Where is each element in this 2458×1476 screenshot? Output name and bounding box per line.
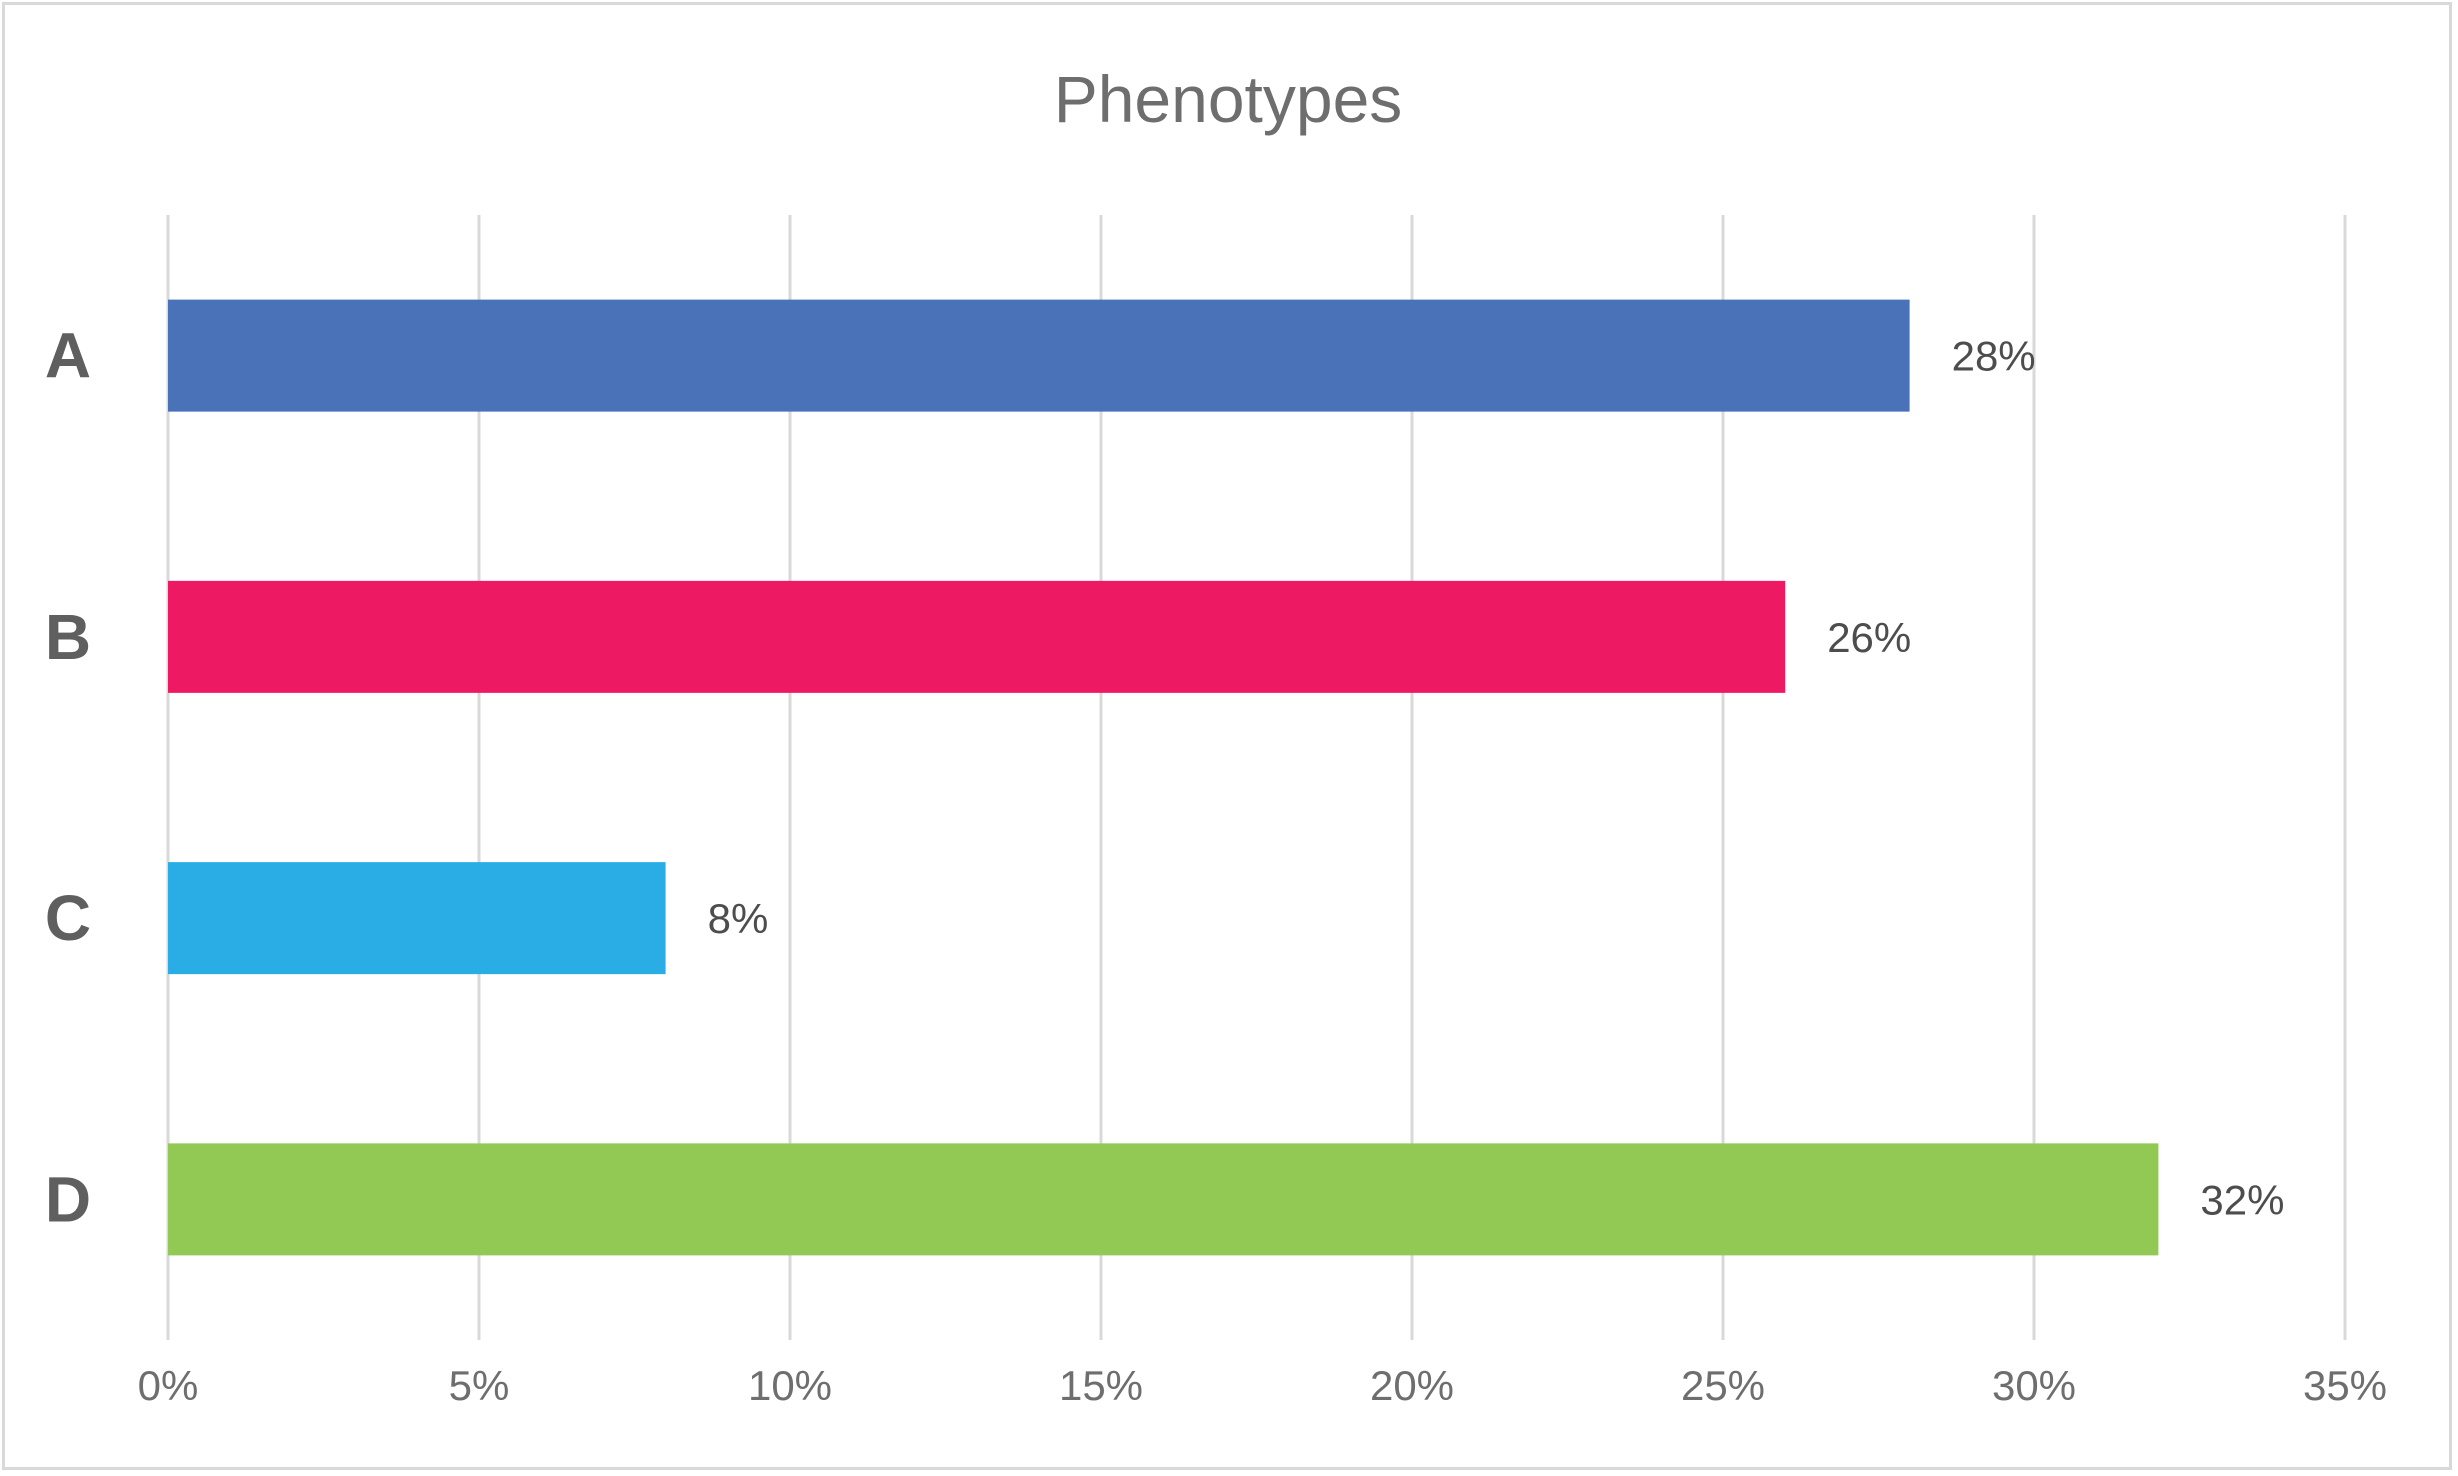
category-label: B (45, 601, 91, 673)
category-label: D (45, 1163, 91, 1235)
data-label: 26% (1827, 614, 1911, 661)
x-tick-label: 5% (449, 1362, 510, 1409)
bar-b (168, 580, 1786, 693)
x-axis-tick-labels: 0% 5% 10% 15% 20% 25% 30% 35% (138, 1362, 2387, 1409)
x-tick-label: 15% (1059, 1362, 1143, 1409)
category-label: C (45, 882, 91, 954)
bar-c (168, 862, 666, 975)
x-tick-label: 35% (2303, 1362, 2387, 1409)
data-label: 32% (2200, 1176, 2284, 1223)
data-label: 28% (1952, 333, 2036, 380)
chart-title: Phenotypes (1054, 62, 1403, 136)
data-labels: 28% 26% 8% 32% (708, 333, 2285, 1224)
category-labels: A B C D (45, 320, 91, 1236)
bars (168, 299, 2159, 1256)
x-tick-label: 30% (1992, 1362, 2076, 1409)
bar-a (168, 299, 1910, 412)
x-tick-label: 0% (138, 1362, 199, 1409)
x-tick-label: 25% (1681, 1362, 1765, 1409)
x-tick-label: 20% (1370, 1362, 1454, 1409)
category-label: A (45, 320, 91, 392)
bar-d (168, 1143, 2159, 1256)
x-tick-label: 10% (748, 1362, 832, 1409)
data-label: 8% (708, 895, 769, 942)
